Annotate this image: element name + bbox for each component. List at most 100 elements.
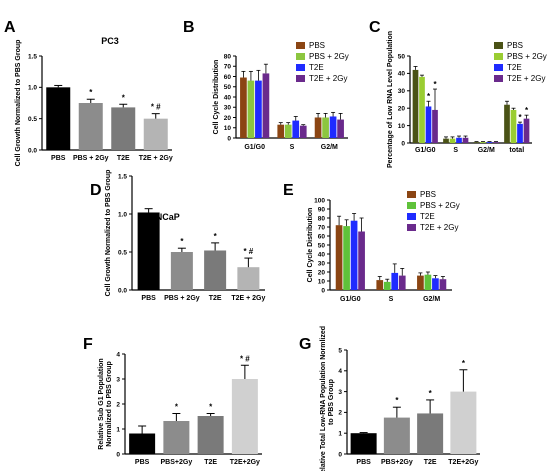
x-tick-label: G2/M bbox=[321, 144, 338, 151]
bar bbox=[350, 220, 358, 290]
legend-entry: T2E + 2Gy bbox=[309, 74, 347, 83]
bar bbox=[240, 77, 247, 138]
chart-title: PC3 bbox=[101, 36, 119, 46]
bar bbox=[432, 278, 439, 290]
y-tick-label: 60 bbox=[224, 74, 232, 81]
legend-entry: T2E bbox=[507, 63, 522, 72]
y-tick-label: 4 bbox=[116, 351, 120, 358]
bar bbox=[398, 275, 406, 290]
bar bbox=[419, 76, 425, 143]
legend-entry: PBS bbox=[309, 41, 325, 50]
y-tick-label: 4 bbox=[338, 368, 342, 375]
x-tick-label: T2E bbox=[204, 459, 217, 466]
x-tick-label: G1/G0 bbox=[244, 144, 265, 151]
significance-marker: * bbox=[122, 93, 126, 102]
significance-marker: * bbox=[209, 403, 213, 412]
legend-swatch bbox=[494, 75, 503, 82]
y-tick-label: 2 bbox=[116, 401, 120, 408]
significance-marker: * bbox=[433, 80, 437, 89]
x-tick-label: G2/M bbox=[478, 147, 495, 154]
y-tick-label: 0.5 bbox=[118, 249, 127, 256]
legend-entry: T2E bbox=[309, 63, 324, 72]
legend-entry: PBS bbox=[420, 190, 436, 199]
y-tick-label: 70 bbox=[224, 64, 232, 71]
bar bbox=[456, 137, 462, 143]
y-tick-label: 70 bbox=[318, 224, 326, 231]
y-tick-label: 90 bbox=[318, 206, 326, 213]
bar bbox=[424, 274, 432, 290]
bar bbox=[473, 142, 480, 143]
x-tick-label: T2E + 2Gy bbox=[139, 155, 173, 162]
bar bbox=[450, 391, 477, 454]
y-tick-label: 0.0 bbox=[28, 147, 37, 154]
bar bbox=[163, 421, 190, 454]
significance-marker: * bbox=[175, 403, 179, 412]
legend-swatch bbox=[407, 213, 416, 220]
bar bbox=[137, 212, 160, 290]
y-tick-label: 1 bbox=[338, 431, 342, 438]
bar bbox=[412, 69, 419, 143]
x-tick-label: S bbox=[453, 147, 458, 154]
y-tick-label: 10 bbox=[398, 123, 406, 130]
y-tick-label: 0.5 bbox=[28, 116, 37, 123]
panel-letter: E bbox=[283, 182, 294, 199]
x-tick-label: T2E+2Gy bbox=[448, 459, 478, 466]
panel-letter: D bbox=[90, 182, 102, 199]
x-tick-label: S bbox=[389, 296, 394, 303]
significance-marker: * bbox=[214, 232, 218, 241]
bar bbox=[78, 103, 103, 150]
bar bbox=[335, 225, 343, 290]
y-tick-label: 20 bbox=[224, 115, 232, 122]
bar bbox=[337, 119, 344, 138]
y-tick-label: 0 bbox=[116, 451, 120, 458]
legend-swatch bbox=[296, 75, 305, 82]
y-tick-label: 0.0 bbox=[118, 287, 127, 294]
x-tick-label: T2E + 2Gy bbox=[231, 295, 265, 302]
y-tick-label: 3 bbox=[338, 389, 342, 396]
y-tick-label: 80 bbox=[318, 215, 326, 222]
bar bbox=[425, 106, 432, 143]
bar bbox=[523, 118, 530, 143]
bar bbox=[284, 124, 292, 138]
legend-swatch bbox=[407, 224, 416, 231]
y-tick-label: 50 bbox=[224, 84, 232, 91]
bar bbox=[383, 417, 410, 454]
x-tick-label: T2E bbox=[209, 295, 222, 302]
y-tick-label: 3 bbox=[116, 376, 120, 383]
legend-swatch bbox=[494, 64, 503, 71]
y-axis-label: Relative Sub G1 PopulationNormalized to … bbox=[98, 358, 113, 449]
chart-title: LNCaP bbox=[150, 212, 180, 222]
bar bbox=[439, 279, 447, 290]
legend-swatch bbox=[296, 42, 305, 49]
bar bbox=[449, 138, 456, 143]
y-tick-label: 30 bbox=[398, 88, 406, 95]
bar bbox=[247, 80, 255, 138]
y-axis-label: Cell Growth Normalized to PBS Group bbox=[105, 170, 112, 297]
bar bbox=[329, 116, 337, 138]
bar bbox=[504, 104, 510, 143]
bar bbox=[417, 413, 444, 454]
x-tick-label: PBS+2Gy bbox=[161, 459, 193, 466]
x-tick-label: PBS + 2Gy bbox=[73, 155, 109, 162]
significance-marker: * bbox=[89, 88, 93, 97]
panel-c: C 0 10 20 30 40 50 Percentage of Low RNA Level … bbox=[369, 19, 547, 168]
bar bbox=[111, 107, 136, 150]
y-tick-label: 50 bbox=[318, 242, 326, 249]
bar bbox=[391, 272, 399, 290]
x-tick-label: PBS bbox=[51, 155, 66, 162]
bar bbox=[480, 142, 486, 143]
x-tick-label: G2/M bbox=[423, 296, 440, 303]
significance-marker: * bbox=[462, 359, 466, 368]
y-tick-label: 80 bbox=[224, 53, 232, 60]
significance-marker: * bbox=[180, 237, 184, 246]
y-tick-label: 20 bbox=[318, 269, 326, 276]
y-tick-label: 1.0 bbox=[28, 85, 37, 92]
significance-marker: * bbox=[395, 396, 399, 405]
x-tick-label: PBS bbox=[356, 459, 371, 466]
y-tick-label: 0 bbox=[401, 140, 405, 147]
panel-letter: C bbox=[369, 19, 381, 36]
y-tick-label: 1.0 bbox=[118, 211, 127, 218]
bar bbox=[462, 137, 469, 143]
y-tick-label: 30 bbox=[318, 260, 326, 267]
